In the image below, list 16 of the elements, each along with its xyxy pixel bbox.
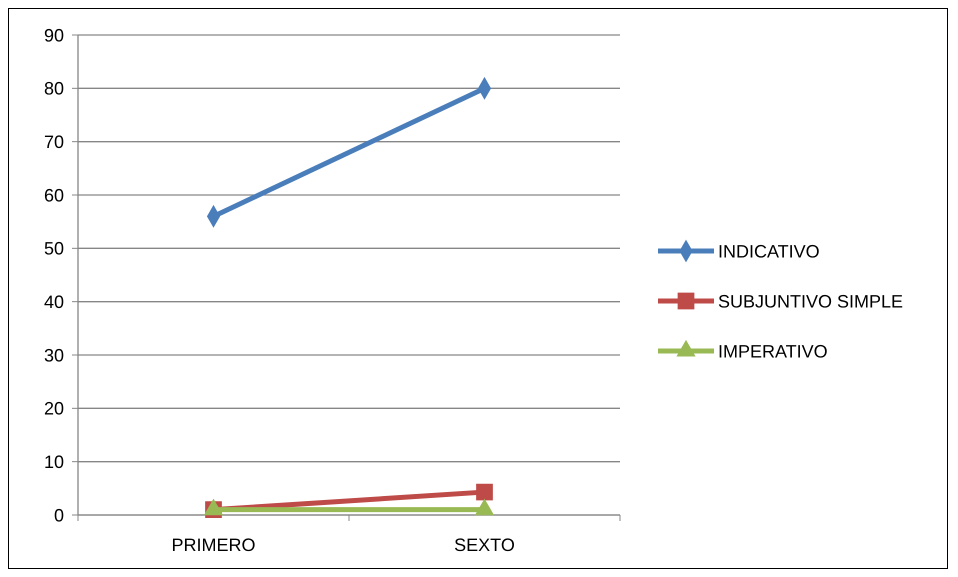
y-tick-label: 50 [44, 238, 64, 259]
y-tick-label: 40 [44, 292, 64, 312]
x-tick-label: PRIMERO [171, 535, 256, 555]
y-tick-label: 70 [44, 132, 64, 152]
legend-label: IMPERATIVO [718, 341, 828, 362]
point [476, 484, 493, 500]
y-tick-label: 80 [44, 78, 64, 99]
legend-label: SUBJUNTIVO SIMPLE [718, 291, 904, 312]
y-tick-label: 10 [44, 452, 64, 472]
y-tick-label: 30 [44, 345, 64, 366]
y-tick-label: 0 [54, 505, 64, 526]
y-tick-label: 90 [44, 25, 64, 46]
y-tick-label: 20 [44, 398, 64, 419]
y-tick-label: 60 [44, 185, 64, 206]
legend-label: INDICATIVO [718, 241, 820, 262]
x-tick-label: SEXTO [454, 535, 515, 555]
